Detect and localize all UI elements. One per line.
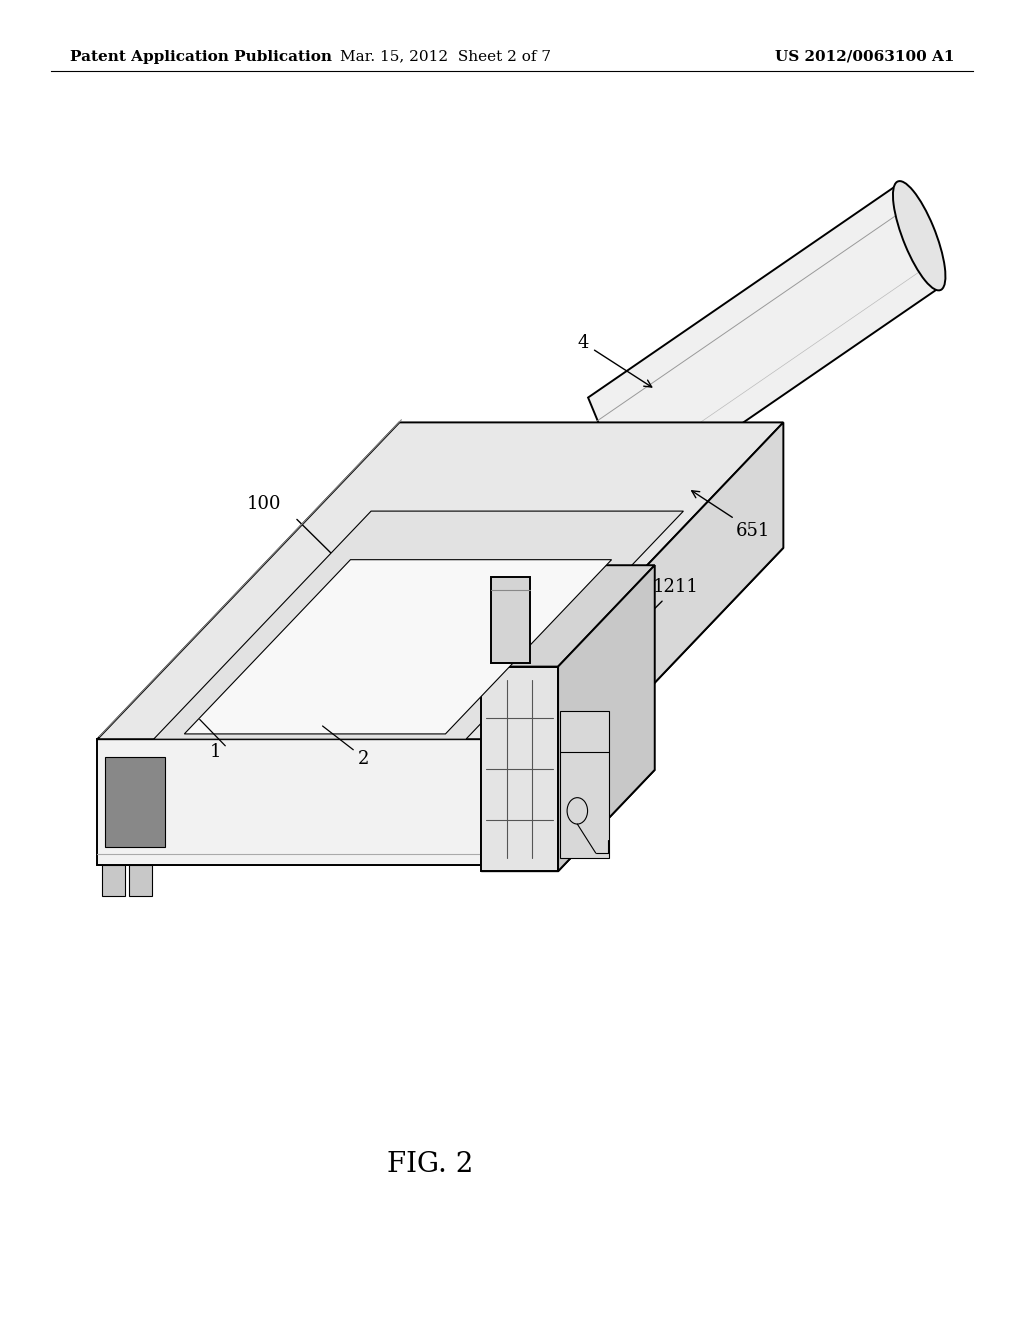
Text: 1211: 1211 <box>620 578 698 644</box>
Text: 2: 2 <box>357 750 370 768</box>
Text: Patent Application Publication: Patent Application Publication <box>70 50 332 63</box>
Text: US 2012/0063100 A1: US 2012/0063100 A1 <box>775 50 954 63</box>
Ellipse shape <box>893 181 945 290</box>
Polygon shape <box>97 739 481 865</box>
Text: 100: 100 <box>247 495 282 513</box>
Polygon shape <box>481 770 654 871</box>
Polygon shape <box>560 710 609 858</box>
Bar <box>105 758 165 847</box>
Text: Mar. 15, 2012  Sheet 2 of 7: Mar. 15, 2012 Sheet 2 of 7 <box>340 50 551 63</box>
Text: 1: 1 <box>209 743 221 762</box>
Text: 5: 5 <box>560 614 580 672</box>
Text: FIG. 2: FIG. 2 <box>387 1151 473 1177</box>
Text: 651: 651 <box>692 491 770 540</box>
Polygon shape <box>97 548 783 865</box>
Polygon shape <box>129 865 152 896</box>
Polygon shape <box>97 422 783 739</box>
Polygon shape <box>481 422 783 865</box>
Polygon shape <box>490 577 529 663</box>
Polygon shape <box>102 865 125 896</box>
Polygon shape <box>588 186 938 500</box>
Polygon shape <box>154 511 683 739</box>
Text: 4: 4 <box>578 334 651 387</box>
Polygon shape <box>184 560 611 734</box>
Polygon shape <box>481 565 654 667</box>
Polygon shape <box>558 565 654 871</box>
Polygon shape <box>481 667 558 871</box>
